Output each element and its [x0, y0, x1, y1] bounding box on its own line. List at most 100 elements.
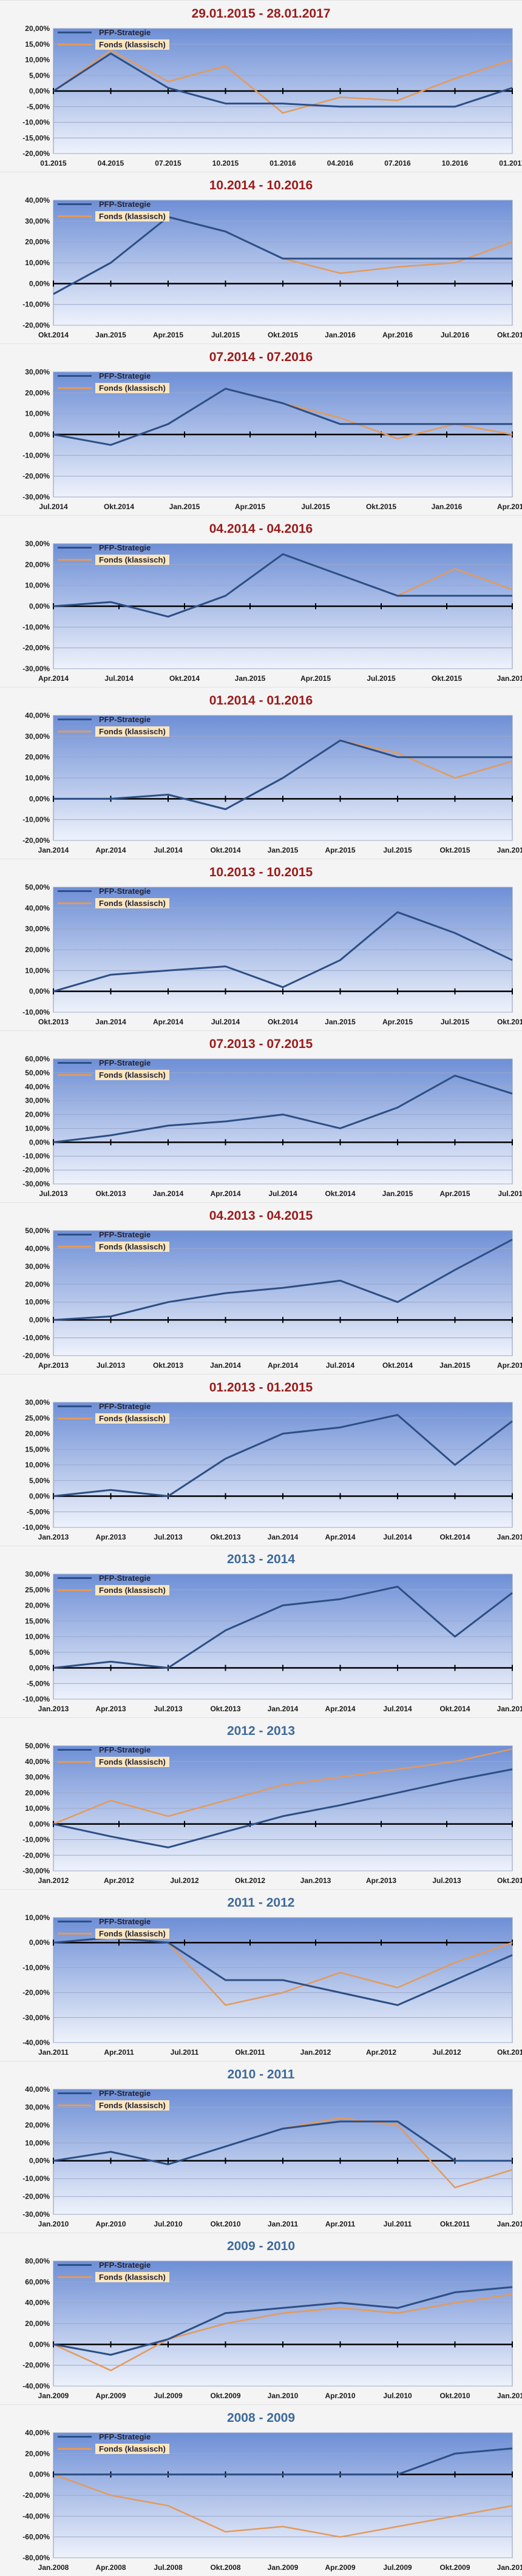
y-tick-label: 0,00% [29, 87, 50, 95]
legend-item-fund: Fonds (klassisch) [58, 2099, 169, 2111]
legend-swatch-fund [58, 43, 92, 46]
chart-panel: 04.2013 - 04.2015 50,00% 40,00% 30,00% 20,00… [0, 1202, 522, 1374]
x-tick-label: Jan.2014 [153, 1189, 184, 1198]
y-tick-label: 30,00% [25, 1399, 50, 1407]
x-tick-label: Okt.2011 [235, 2048, 265, 2057]
x-tick-label: Okt.2015 [497, 1018, 522, 1026]
y-tick-label: 15,00% [25, 1445, 50, 1453]
x-tick-label: Jan.2016 [432, 502, 463, 511]
legend-swatch-fund [58, 1417, 92, 1419]
y-tick-label: 0,00% [29, 1138, 50, 1146]
y-tick-label: 20,00% [25, 945, 50, 954]
x-tick-label: Okt.2015 [432, 674, 462, 683]
y-tick-label: 0,00% [29, 1316, 50, 1324]
legend-label: Fonds (klassisch) [95, 1069, 169, 1080]
series-line-strategy [53, 1586, 513, 1669]
x-tick-label: Jan.2015 [268, 846, 299, 854]
legend-label: Fonds (klassisch) [95, 726, 169, 737]
y-tick-label: 20,00% [25, 1601, 50, 1610]
x-tick-label: Apr.2015 [382, 1018, 413, 1026]
legend-item-strategy: PFP-Strategie [58, 541, 169, 553]
chart-panel: 10.2013 - 10.2015 50,00% 40,00% 30,00% 20,00… [0, 859, 522, 1030]
legend-item-fund: Fonds (klassisch) [58, 1240, 169, 1253]
legend-item-strategy: PFP-Strategie [58, 1400, 169, 1412]
legend-item-strategy: PFP-Strategie [58, 2430, 169, 2442]
x-tick-label: Okt.2008 [210, 2563, 240, 2572]
legend-item-strategy: PFP-Strategie [58, 1915, 169, 1927]
x-tick-label: Okt.2013 [210, 1533, 240, 1541]
x-tick-label: Apr.2013 [366, 1876, 396, 1885]
x-tick-label: 01.2017 [499, 159, 522, 167]
y-tick-label: 10,00% [25, 1124, 50, 1132]
y-tick-label: -80,00% [22, 2554, 50, 2562]
y-tick-label: 50,00% [25, 1227, 50, 1235]
chart-panel: 04.2014 - 04.2016 30,00% 20,00% 10,00% 0,00%… [0, 515, 522, 687]
series-line-strategy [53, 216, 512, 295]
x-tick-label: Jan.2010 [38, 2220, 69, 2228]
legend: PFP-Strategie Fonds (klassisch) [58, 26, 169, 50]
legend: PFP-Strategie Fonds (klassisch) [58, 1743, 169, 1768]
x-tick-label: Okt.2015 [268, 331, 298, 339]
legend-swatch-strategy [58, 374, 92, 377]
y-tick-label: 10,00% [25, 774, 50, 782]
legend-swatch-strategy [58, 203, 92, 205]
legend-label: PFP-Strategie [99, 27, 151, 37]
x-tick-label: Apr.2011 [104, 2048, 134, 2057]
y-tick-label: -40,00% [22, 2382, 50, 2390]
x-tick-label: Apr.2015 [325, 846, 355, 854]
x-tick-label: Apr.2014 [325, 1705, 355, 1713]
x-tick-label: Apr.2011 [325, 2220, 356, 2228]
chart-panel: 2010 - 2011 40,00% 30,00% 20,00% 10,00% 0,00%… [0, 2061, 522, 2233]
legend: PFP-Strategie Fonds (klassisch) [58, 1915, 169, 1939]
y-tick-label: 5,00% [29, 71, 50, 79]
legend-item-strategy: PFP-Strategie [58, 1572, 169, 1584]
chart-title: 01.2013 - 01.2015 [209, 1381, 313, 1394]
legend-item-fund: Fonds (klassisch) [58, 2271, 169, 2283]
legend-swatch-strategy [58, 2263, 92, 2266]
x-tick-label: Jul.2015 [498, 1189, 522, 1198]
y-tick-label: 60,00% [25, 2277, 50, 2286]
legend-swatch-fund [58, 1760, 92, 1763]
y-tick-label: -5,00% [27, 1679, 50, 1688]
x-tick-label: Apr.2013 [95, 1705, 126, 1713]
line-chart: 40,00% 30,00% 20,00% 10,00% 0,00% -10,00% -20,… [22, 2086, 522, 2228]
y-tick-label: 20,00% [25, 1430, 50, 1438]
y-tick-label: 30,00% [25, 217, 50, 225]
legend: PFP-Strategie Fonds (klassisch) [58, 2087, 169, 2111]
chart-title: 01.2014 - 01.2016 [209, 694, 313, 708]
legend-item-strategy: PFP-Strategie [58, 713, 169, 725]
series-line-strategy [53, 2120, 512, 2166]
x-tick-label: Apr.2012 [104, 1876, 134, 1885]
legend-item-strategy: PFP-Strategie [58, 1228, 169, 1240]
legend-swatch-fund [58, 1073, 92, 1076]
x-tick-label: Okt.2009 [439, 2563, 470, 2572]
x-tick-label: Jan.2016 [497, 674, 522, 683]
legend-item-strategy: PFP-Strategie [58, 370, 169, 382]
x-tick-label: Jan.2013 [38, 1533, 69, 1541]
x-tick-label: Jul.2014 [104, 674, 134, 683]
y-tick-label: -15,00% [22, 134, 50, 142]
y-tick-label: -20,00% [22, 2491, 50, 2500]
y-tick-label: -10,00% [22, 2174, 50, 2183]
series-line-strategy [53, 2447, 513, 2476]
x-tick-label: Apr.2015 [439, 1189, 470, 1198]
legend-swatch-strategy [58, 2435, 92, 2438]
y-tick-label: -10,00% [22, 1695, 50, 1703]
y-tick-label: -20,00% [22, 1989, 50, 1997]
x-tick-label: Jan.2011 [497, 2392, 522, 2400]
legend: PFP-Strategie Fonds (klassisch) [58, 1400, 169, 1424]
y-tick-label: 40,00% [25, 712, 50, 720]
x-tick-label: Jan.2009 [38, 2392, 69, 2400]
y-tick-label: 20,00% [25, 238, 50, 246]
y-tick-label: 30,00% [25, 1262, 50, 1271]
x-tick-label: 07.2015 [155, 159, 181, 167]
y-tick-label: -30,00% [22, 2013, 50, 2022]
y-tick-label: 10,00% [25, 1298, 50, 1307]
y-tick-label: 40,00% [25, 1757, 50, 1766]
x-tick-label: Jul.2009 [383, 2563, 412, 2572]
legend-swatch-fund [58, 730, 92, 732]
y-tick-label: 10,00% [25, 1804, 50, 1813]
legend-label: PFP-Strategie [99, 2088, 151, 2098]
series-line-strategy [53, 1414, 513, 1497]
